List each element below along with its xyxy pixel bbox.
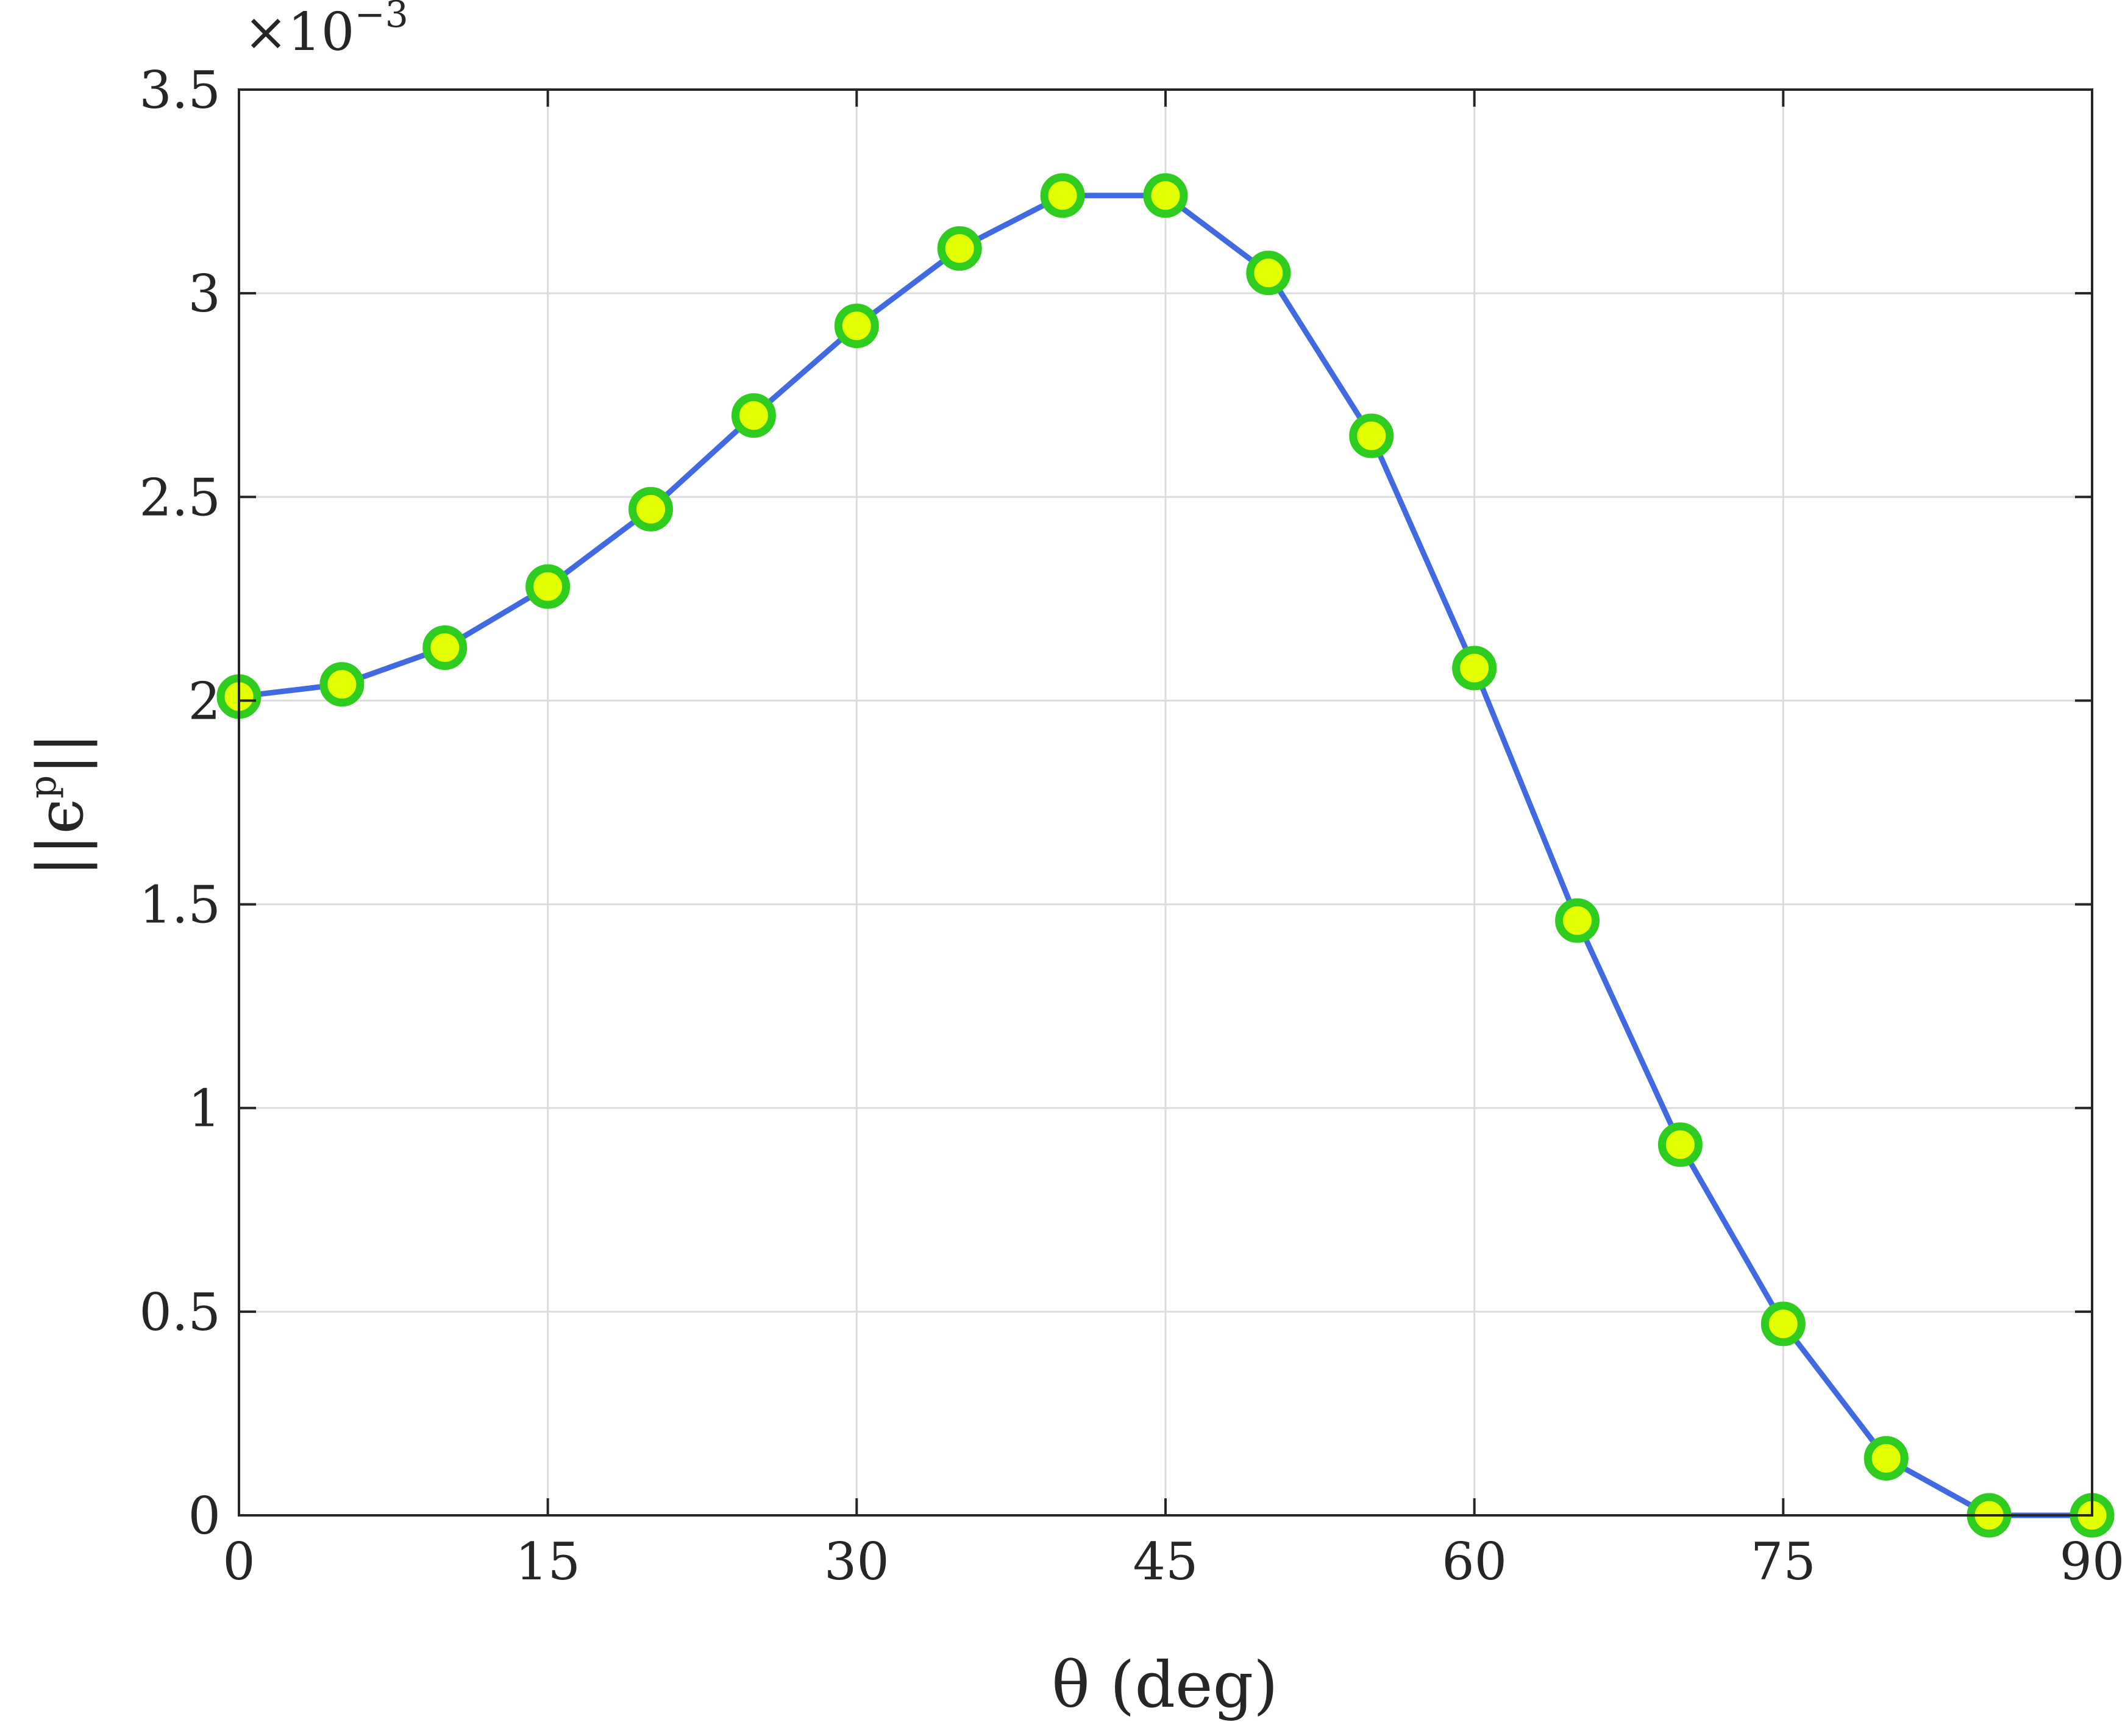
data-point — [1246, 251, 1291, 296]
x-tick-label: 60 — [1442, 1532, 1507, 1592]
data-point — [1040, 173, 1085, 218]
data-point — [1349, 413, 1394, 458]
y-tick-labels: 0 0.5 1 1.5 2 2.5 3 3.5 — [139, 60, 221, 1546]
data-point — [628, 486, 674, 532]
y-axis-label-base: ||ϵ — [23, 799, 98, 877]
x-tick-label: 15 — [515, 1532, 580, 1592]
y-axis-multiplier-exponent: −3 — [355, 0, 408, 36]
y-tick-label: 3 — [188, 264, 221, 324]
x-axis-label: θ (deg) — [1052, 1648, 1278, 1722]
x-tick-labels: 0 15 30 45 60 75 90 — [222, 1532, 2124, 1592]
data-point — [937, 226, 982, 271]
grid — [238, 88, 2093, 1517]
data-point — [731, 393, 776, 438]
data-point — [1143, 173, 1188, 218]
x-tick-label: 75 — [1751, 1532, 1816, 1592]
axis-ticks — [238, 88, 2093, 1517]
y-tick-label: 0.5 — [139, 1282, 221, 1342]
y-tick-label: 2.5 — [139, 468, 221, 527]
y-axis-label: ||ϵp|| — [22, 733, 98, 877]
data-point — [1555, 898, 1600, 943]
data-point — [422, 625, 468, 671]
y-axis-multiplier-base: ×10 — [244, 2, 355, 63]
x-tick-label: 0 — [222, 1532, 255, 1592]
y-tick-label: 1 — [188, 1079, 221, 1139]
y-tick-label: 1.5 — [139, 875, 221, 935]
y-axis-multiplier: ×10−3 — [244, 0, 408, 63]
data-point — [1452, 646, 1497, 691]
x-tick-label: 45 — [1133, 1532, 1198, 1592]
data-point — [1657, 1122, 1703, 1167]
x-tick-label: 30 — [824, 1532, 889, 1592]
x-tick-label: 90 — [2060, 1532, 2125, 1592]
data-point — [525, 564, 571, 609]
data-point — [319, 662, 365, 707]
y-tick-label: 0 — [188, 1486, 221, 1546]
data-point — [1863, 1435, 1909, 1481]
data-point — [834, 304, 879, 349]
y-axis-label-end: || — [23, 733, 98, 775]
y-axis-label-superscript: p — [22, 775, 65, 799]
data-point — [1760, 1301, 1806, 1346]
y-tick-label: 2 — [188, 671, 221, 731]
y-tick-label: 3.5 — [139, 60, 221, 120]
